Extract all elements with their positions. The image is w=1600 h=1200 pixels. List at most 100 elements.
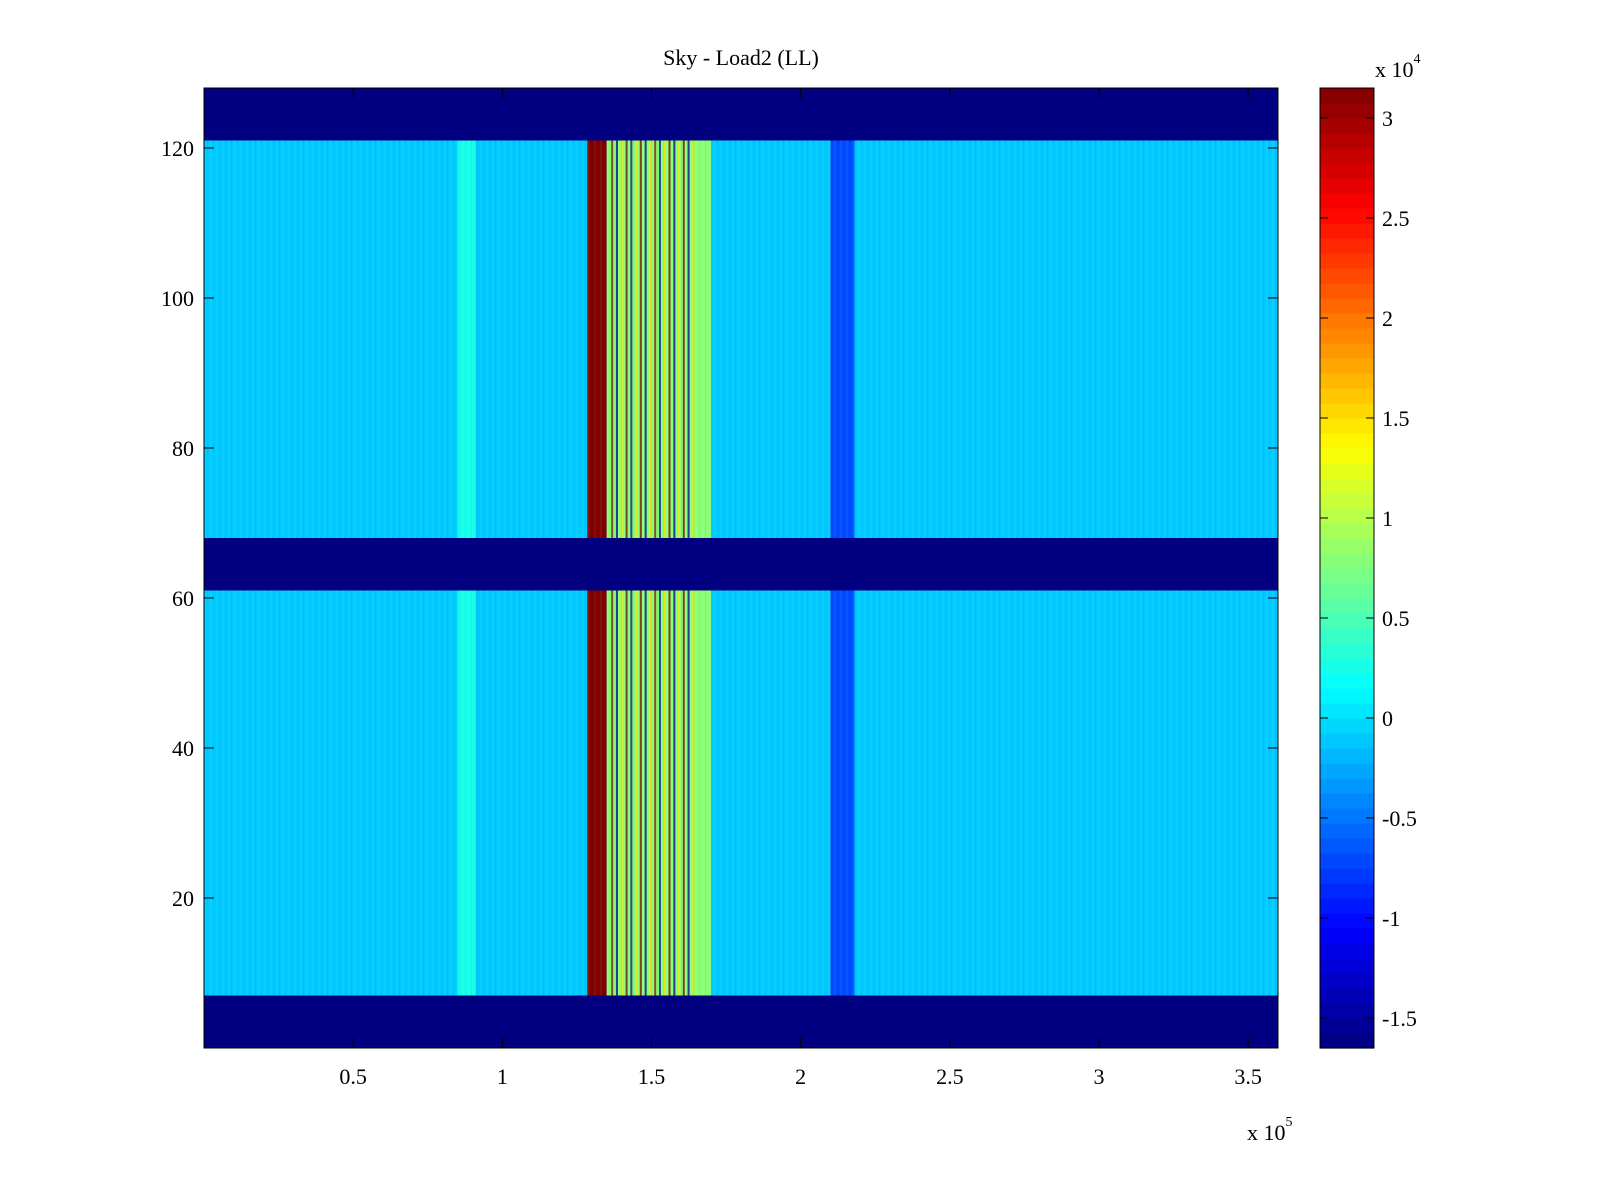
colorbar-swatch bbox=[1320, 718, 1374, 734]
plot-area bbox=[204, 88, 1278, 1048]
colorbar-swatch bbox=[1320, 643, 1374, 659]
colorbar-tick-label: 2.5 bbox=[1382, 206, 1410, 231]
colorbar-swatch bbox=[1320, 238, 1374, 254]
colorbar-multiplier-exponent: 4 bbox=[1414, 52, 1421, 67]
colorbar-swatch bbox=[1320, 493, 1374, 509]
colorbar-tick-label: 0 bbox=[1382, 706, 1393, 731]
colorbar-swatch bbox=[1320, 733, 1374, 749]
colorbar-swatch bbox=[1320, 763, 1374, 779]
colorbar-swatch bbox=[1320, 853, 1374, 869]
x-tick-label: 0.5 bbox=[339, 1064, 367, 1089]
colorbar-swatch bbox=[1320, 88, 1374, 104]
colorbar: -1.5 -1 -0.5 0 0.5 1 1.5 2 2.5 3 bbox=[1319, 87, 1417, 1049]
colorbar-swatch bbox=[1320, 808, 1374, 824]
x-tick-label: 3 bbox=[1094, 1064, 1105, 1089]
colorbar-swatch bbox=[1320, 523, 1374, 539]
colorbar-tick-label: 2 bbox=[1382, 306, 1393, 331]
colorbar-multiplier: x 104 bbox=[1375, 52, 1421, 82]
colorbar-swatch bbox=[1320, 313, 1374, 329]
x-tick-label: 3.5 bbox=[1234, 1064, 1262, 1089]
colorbar-swatch bbox=[1320, 118, 1374, 134]
colorbar-swatch bbox=[1320, 973, 1374, 989]
colorbar-swatch bbox=[1320, 703, 1374, 719]
colorbar-swatch bbox=[1320, 628, 1374, 644]
colorbar-swatch bbox=[1320, 388, 1374, 404]
colorbar-swatch bbox=[1320, 298, 1374, 314]
colorbar-swatch bbox=[1320, 613, 1374, 629]
colorbar-swatch bbox=[1320, 553, 1374, 569]
colorbar-swatch bbox=[1320, 1003, 1374, 1019]
colorbar-swatch bbox=[1320, 913, 1374, 929]
colorbar-swatch bbox=[1320, 343, 1374, 359]
colorbar-tick-label: 3 bbox=[1382, 106, 1393, 131]
colorbar-swatch bbox=[1320, 1018, 1374, 1034]
y-tick-label: 100 bbox=[161, 286, 194, 311]
colorbar-swatch bbox=[1320, 478, 1374, 494]
x-tick-label: 1.5 bbox=[638, 1064, 666, 1089]
colorbar-swatch bbox=[1320, 433, 1374, 449]
colorbar-swatch bbox=[1320, 928, 1374, 944]
y-tick-label: 60 bbox=[172, 586, 194, 611]
x-multiplier-exponent: 5 bbox=[1286, 1115, 1293, 1130]
colorbar-swatch bbox=[1320, 868, 1374, 884]
colorbar-swatch bbox=[1320, 838, 1374, 854]
colorbar-swatch bbox=[1320, 538, 1374, 554]
x-tick-label: 2.5 bbox=[936, 1064, 964, 1089]
colorbar-frame bbox=[1319, 87, 1375, 1049]
colorbar-swatch bbox=[1320, 658, 1374, 674]
colorbar-swatch bbox=[1320, 253, 1374, 269]
colorbar-swatch bbox=[1320, 193, 1374, 209]
colorbar-swatch bbox=[1320, 673, 1374, 689]
colorbar-swatch bbox=[1320, 793, 1374, 809]
colorbar-swatch bbox=[1320, 223, 1374, 239]
y-tick-label: 80 bbox=[172, 436, 194, 461]
colorbar-swatch bbox=[1320, 403, 1374, 419]
colorbar-swatch bbox=[1320, 598, 1374, 614]
colorbar-swatch bbox=[1320, 208, 1374, 224]
colorbar-swatch bbox=[1320, 268, 1374, 284]
colorbar-swatch bbox=[1320, 163, 1374, 179]
colorbar-swatch bbox=[1320, 568, 1374, 584]
x-tick-label: 2 bbox=[795, 1064, 806, 1089]
y-tick-label: 20 bbox=[172, 886, 194, 911]
y-tick-label: 40 bbox=[172, 736, 194, 761]
colorbar-multiplier-base: x 10 bbox=[1375, 57, 1414, 82]
colorbar-swatch bbox=[1320, 358, 1374, 374]
colorbar-swatch bbox=[1320, 883, 1374, 899]
colorbar-swatch bbox=[1320, 898, 1374, 914]
axes: 0.5 1 1.5 2 2.5 3 3.5 20 40 60 80 100 120 bbox=[161, 87, 1279, 1089]
colorbar-swatch bbox=[1320, 178, 1374, 194]
masked-row-3 bbox=[204, 88, 1278, 141]
colorbar-tick-label: -1.5 bbox=[1382, 1006, 1417, 1031]
colorbar-swatch bbox=[1320, 148, 1374, 164]
x-multiplier-base: x 10 bbox=[1247, 1120, 1286, 1145]
colorbar-swatch bbox=[1320, 418, 1374, 434]
colorbar-tick-label: -1 bbox=[1382, 906, 1400, 931]
colorbar-swatch bbox=[1320, 748, 1374, 764]
colorbar-swatch bbox=[1320, 778, 1374, 794]
colorbar-swatch bbox=[1320, 103, 1374, 119]
colorbar-swatch bbox=[1320, 583, 1374, 599]
colorbar-swatch bbox=[1320, 463, 1374, 479]
colorbar-tick-label: -0.5 bbox=[1382, 806, 1417, 831]
colorbar-swatch bbox=[1320, 373, 1374, 389]
colorbar-swatch bbox=[1320, 448, 1374, 464]
masked-row-1 bbox=[204, 995, 1278, 1048]
colorbar-tick-label: 0.5 bbox=[1382, 606, 1410, 631]
colorbar-swatch bbox=[1320, 688, 1374, 704]
colorbar-swatch bbox=[1320, 958, 1374, 974]
plot-frame bbox=[203, 87, 1279, 1049]
colorbar-swatch bbox=[1320, 823, 1374, 839]
colorbar-swatch bbox=[1320, 943, 1374, 959]
y-tick-label: 120 bbox=[161, 136, 194, 161]
chart-title: Sky - Load2 (LL) bbox=[663, 45, 819, 70]
x-axis-multiplier: x 105 bbox=[1247, 1115, 1293, 1145]
colorbar-swatch bbox=[1320, 328, 1374, 344]
colorbar-swatch bbox=[1320, 133, 1374, 149]
colorbar-swatch bbox=[1320, 1033, 1374, 1049]
masked-row-2 bbox=[204, 538, 1278, 591]
colorbar-tick-label: 1.5 bbox=[1382, 406, 1410, 431]
colorbar-swatch bbox=[1320, 988, 1374, 1004]
colorbar-swatch bbox=[1320, 283, 1374, 299]
